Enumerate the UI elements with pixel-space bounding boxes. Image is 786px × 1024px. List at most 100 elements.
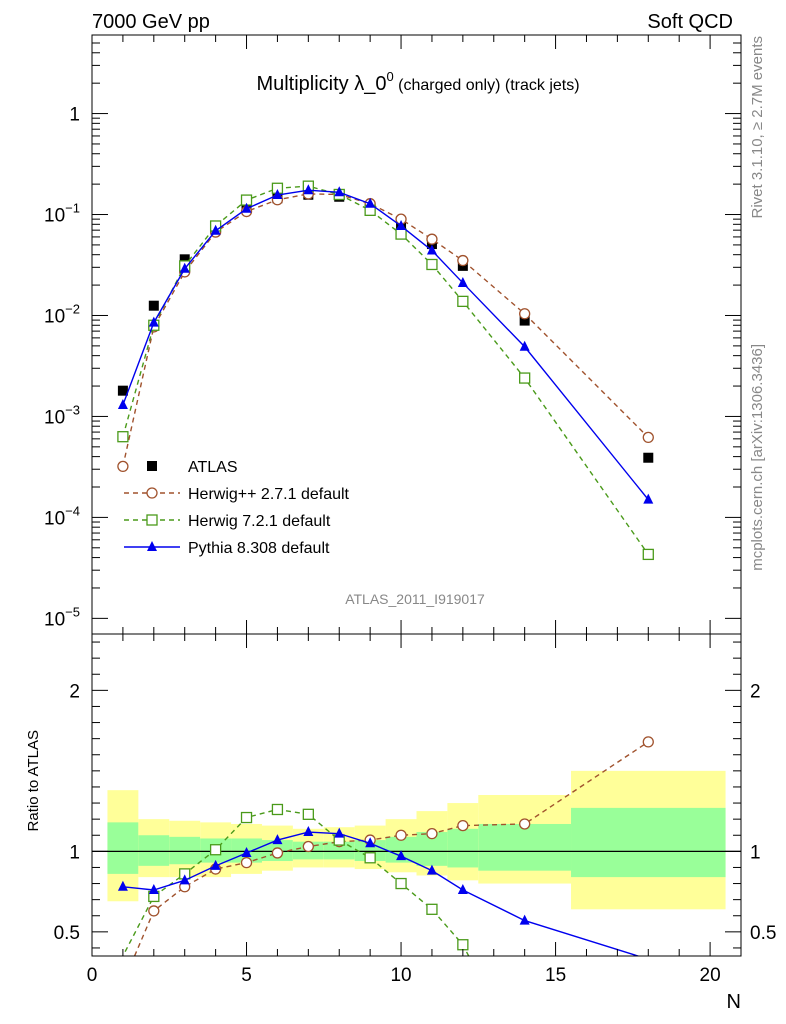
ratio-point [209, 844, 222, 856]
y-tick-label: 10−5 [44, 604, 80, 630]
ratio-band-stat [138, 835, 170, 866]
data-point [642, 548, 654, 561]
data-point [643, 452, 654, 463]
main-axes: 110−110−210−310−410−5 [44, 34, 742, 634]
legend-entry: Herwig++ 2.7.1 default [124, 486, 350, 503]
main-series-group [117, 180, 654, 561]
data-point [519, 315, 530, 326]
legend-entry: Pythia 8.308 default [124, 540, 330, 557]
ratio-band-stat [323, 841, 355, 860]
y-tick-label: 10−1 [44, 201, 80, 227]
ratio-point [302, 840, 314, 853]
ratio-point [426, 864, 437, 875]
data-point [396, 219, 407, 230]
x-axis-label: N [727, 991, 741, 1013]
data-point [426, 244, 437, 255]
y-tick-exp: −2 [65, 301, 80, 316]
header-left: 7000 GeV pp [92, 11, 210, 33]
y-tick-label: 1 [69, 105, 80, 126]
ratio-series-group [117, 736, 654, 956]
ratio-point [272, 834, 283, 845]
ratio-point [365, 837, 376, 848]
ratio-point [240, 856, 253, 869]
series-line [122, 185, 649, 555]
data-point [148, 300, 159, 311]
legend-marker [146, 487, 158, 499]
ratio-point [395, 877, 407, 890]
ratio-point [179, 874, 190, 885]
ratio-band-stat [447, 828, 479, 868]
legend-entry: ATLAS [147, 459, 238, 476]
ratio-y-axis-label: Ratio to ATLAS [25, 730, 42, 831]
ratio-series-1 [122, 803, 470, 956]
data-point [642, 431, 654, 444]
data-point [148, 316, 159, 327]
ratio-line [122, 831, 641, 956]
x-tick-label: 0 [87, 965, 98, 986]
data-point [179, 254, 190, 265]
series-3 [117, 184, 654, 504]
ratio-point [302, 808, 314, 820]
y-tick-base: 10 [44, 407, 65, 428]
data-point [519, 308, 531, 320]
data-point [179, 262, 190, 273]
y-tick-exp: −5 [65, 604, 80, 619]
legend-label: Herwig++ 2.7.1 default [188, 486, 350, 503]
data-point [519, 372, 531, 384]
data-point [457, 295, 469, 308]
ratio-band-stat [107, 822, 139, 874]
y-tick-base: 10 [44, 609, 65, 630]
y-tick-base: 10 [44, 206, 65, 227]
y-tick-exp: −1 [65, 201, 80, 216]
ratio-y-tick-label-right: 2 [750, 681, 761, 702]
data-point [210, 224, 221, 235]
data-point [272, 189, 283, 200]
legend-marker [147, 461, 157, 471]
legend: ATLAS Herwig++ 2.7.1 default Herwig 7.2.1 … [124, 459, 350, 557]
ratio-point [148, 905, 160, 917]
data-point [365, 197, 376, 208]
ratio-point [426, 903, 438, 915]
ratio-band-stat [571, 807, 726, 878]
data-point [519, 340, 530, 351]
legend-label: Herwig 7.2.1 default [188, 513, 331, 530]
ratio-y-tick-label: 2 [69, 681, 80, 702]
x-tick-label: 10 [390, 965, 411, 986]
ratio-point [210, 859, 221, 870]
data-point [117, 385, 128, 396]
main-plot-title: Multiplicity λ_00 (charged only) (track … [256, 69, 579, 95]
legend-label: Pythia 8.308 default [188, 540, 330, 557]
ratio-point [519, 818, 531, 830]
ratio-point [148, 883, 159, 894]
data-point [426, 233, 438, 245]
data-point [117, 398, 128, 409]
data-point [457, 276, 468, 287]
y-tick-exp: −3 [65, 402, 80, 417]
legend-marker [146, 514, 158, 526]
series-line [122, 189, 649, 501]
ratio-point [395, 829, 407, 841]
legend-marker [147, 541, 157, 551]
ratio-y-tick-label: 1 [69, 842, 80, 863]
title-superscript: 0 [386, 69, 393, 84]
y-tick-label: 10−2 [44, 301, 80, 327]
ratio-band-stat [169, 836, 201, 865]
data-point [303, 184, 314, 195]
ratio-axes: 0.5 0.51 12 20 5 10 15 20 [54, 634, 776, 986]
ratio-point [396, 850, 407, 861]
y-tick-exp: −4 [65, 503, 80, 518]
data-point [117, 431, 129, 443]
ratio-point [271, 847, 284, 859]
series-2 [117, 180, 654, 561]
ratio-point [334, 827, 345, 838]
data-point [334, 186, 345, 197]
ratio-bands [107, 770, 726, 910]
y-tick-base: 10 [44, 306, 65, 327]
header-right: Soft QCD [647, 11, 733, 33]
ratio-series-2 [117, 826, 641, 956]
ratio-y-tick-label-right: 0.5 [750, 923, 776, 944]
ratio-point [271, 803, 284, 816]
legend-label: ATLAS [188, 459, 238, 476]
ratio-point [457, 819, 469, 832]
